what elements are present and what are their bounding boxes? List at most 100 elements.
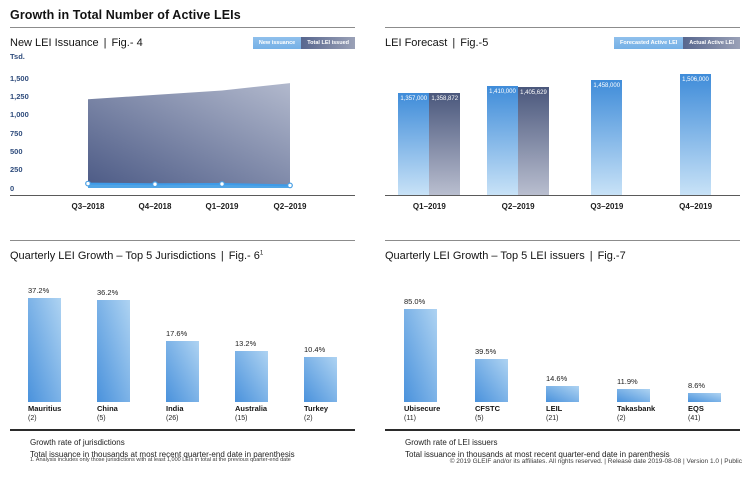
pct-bar (28, 298, 61, 402)
fig4-x-label: Q4–2018 (138, 202, 172, 211)
fig7-bar-chart: 85.0% 39.5% 14.6% 11.9% 8.6% (385, 271, 740, 402)
fig7-note-2: Total issuance in thousands at most rece… (405, 450, 670, 460)
pct-bar (546, 386, 579, 402)
pct-bar-slot: 11.9% (598, 377, 669, 402)
pct-value-label: 11.9% (617, 377, 638, 386)
fig6-note-1: Growth rate of jurisdictions (30, 438, 125, 447)
pct-bar (97, 300, 130, 402)
fig5-header: LEI Forecast | Fig.-5 Forecasted Active LE… (385, 35, 740, 50)
fig4-y-tick: 250 (10, 165, 23, 175)
category-count: (21) (546, 415, 559, 422)
legend-actual-active-lei: Actual Active LEI (683, 36, 740, 49)
fig5-forecast-bar: 1,410,000 (487, 86, 519, 195)
category-name: Turkey (304, 404, 329, 413)
category-name: CFSTC (475, 404, 500, 413)
fig7-category-labels: Ubisecure (11) CFSTC (5) LEIL (21) Takasbank (2… (385, 404, 740, 429)
fig5-bar-group: 1,357,000 1,358,872 (385, 93, 474, 195)
category-count: (5) (97, 415, 106, 422)
fig6-header: Quarterly LEI Growth – Top 5 Jurisdictio… (10, 248, 355, 263)
fig4-data-marker (219, 181, 225, 187)
fig4-y-tick: 1,250 (10, 91, 29, 101)
fig5-forecast-bar: 1,458,000 (591, 80, 623, 195)
fig4-x-label: Q1–2019 (205, 202, 239, 211)
pct-bar-slot: 85.0% (385, 297, 456, 402)
fig5-bar-value: 1,410,000 (489, 89, 516, 95)
category-count: (11) (404, 415, 416, 422)
fig6-note-2: Total issuance in thousands at most rece… (30, 450, 295, 460)
fig5-legend: Forecasted Active LEI Actual Active LEI (614, 36, 740, 49)
pct-bar (475, 359, 508, 402)
category-slot: India (26) (148, 404, 217, 429)
fig5-bar-group: 1,506,000 (651, 74, 740, 195)
fig4-y-tick: 0 (10, 183, 15, 193)
pct-bar-slot: 10.4% (286, 345, 355, 402)
fig6-title-sep: | (220, 249, 224, 262)
fig5-forecast-bar: 1,506,000 (680, 74, 712, 195)
pct-bar (235, 351, 268, 402)
category-slot: China (5) (79, 404, 148, 429)
category-slot: Takasbank (2) (598, 404, 669, 429)
category-count: (5) (475, 415, 484, 422)
fig4-plot (85, 83, 293, 189)
pct-bar (404, 309, 437, 402)
legend-new-issuance: New issuance (252, 36, 302, 49)
fig6-fig-label: Fig.- 6 (228, 249, 260, 262)
fig6-title-text: Quarterly LEI Growth – Top 5 Jurisdictio… (10, 249, 216, 262)
pct-value-label: 14.6% (546, 374, 568, 383)
fig5-bar-chart: 1,357,000 1,358,872 1,410,000 1,405,629 1,45… (385, 63, 740, 196)
pct-bar (617, 389, 650, 402)
fig7-title-text: Quarterly LEI Growth – Top 5 LEI issuers (385, 249, 585, 262)
fig4-x-label: Q2–2019 (273, 202, 307, 211)
legend-total-lei-issued: Total LEI issued (301, 36, 355, 49)
category-slot: Australia (15) (217, 404, 286, 429)
pct-bar (688, 393, 721, 402)
category-name: Ubisecure (404, 404, 441, 413)
page-title: Growth in Total Number of Active LEIs (10, 8, 241, 22)
fig6-notes: Growth rate of jurisdictions Total issua… (30, 437, 355, 462)
panel-new-lei-issuance: New LEI Issuance | Fig.- 4 New issuance To… (10, 27, 355, 216)
copyright-line: © 2019 GLEIF and/or its affiliates. All … (449, 458, 742, 465)
category-count: (41) (688, 415, 701, 422)
category-count: (15) (235, 415, 248, 422)
pct-bar-slot: 14.6% (527, 374, 598, 402)
fig4-title-text: New LEI Issuance (10, 36, 99, 49)
category-name: Australia (235, 404, 268, 413)
pct-value-label: 36.2% (97, 288, 119, 297)
pct-bar-slot: 17.6% (148, 329, 217, 402)
fig7-bottom-rule (385, 429, 740, 431)
fig4-data-marker (152, 181, 158, 188)
fig7-notes: Growth rate of LEI issuers Total issuanc… (405, 437, 740, 462)
fig5-actual-bar: 1,405,629 (518, 87, 550, 195)
pct-value-label: 85.0% (404, 297, 426, 306)
pct-bar (166, 341, 199, 402)
fig4-data-marker (85, 180, 91, 187)
fig4-x-axis-labels: Q3–2018 Q4–2018 Q1–2019 Q2–2019 (10, 196, 355, 216)
pct-value-label: 37.2% (28, 286, 50, 295)
fig5-x-label: Q2–2019 (501, 202, 535, 211)
fig4-y-tick: 750 (10, 128, 23, 138)
fig5-x-label: Q3–2019 (590, 202, 624, 211)
panel-lei-forecast: LEI Forecast | Fig.-5 Forecasted Active LE… (385, 27, 740, 216)
category-name: China (97, 404, 118, 413)
fig4-y-tick: 500 (10, 146, 23, 156)
fig5-bar-group: 1,410,000 1,405,629 (474, 86, 563, 195)
pct-value-label: 13.2% (235, 339, 257, 348)
pct-value-label: 8.6% (688, 381, 706, 390)
pct-bar-slot: 37.2% (10, 286, 79, 402)
fig5-title-text: LEI Forecast (385, 36, 448, 49)
pct-bar (304, 357, 337, 402)
fig5-x-label: Q4–2019 (679, 202, 713, 211)
fig4-y-tick: 1,000 (10, 110, 29, 120)
pct-bar-slot: 13.2% (217, 339, 286, 402)
fig4-y-axis-unit: Tsd. (10, 52, 25, 61)
fig7-header: Quarterly LEI Growth – Top 5 LEI issuers… (385, 248, 740, 263)
category-slot: Turkey (2) (286, 404, 355, 429)
fig6-category-labels: Mauritius (2) China (5) India (26) Australia (1… (10, 404, 355, 429)
fig5-bar-value: 1,506,000 (682, 77, 709, 83)
fig4-total-area (88, 83, 290, 186)
panel-top5-lei-issuers: Quarterly LEI Growth – Top 5 LEI issuers… (385, 240, 740, 462)
category-slot: LEIL (21) (527, 404, 598, 429)
fig4-issuance-line (87, 182, 291, 187)
fig5-fig-label: Fig.-5 (460, 36, 489, 49)
fig5-bar-value: 1,458,000 (593, 83, 621, 89)
